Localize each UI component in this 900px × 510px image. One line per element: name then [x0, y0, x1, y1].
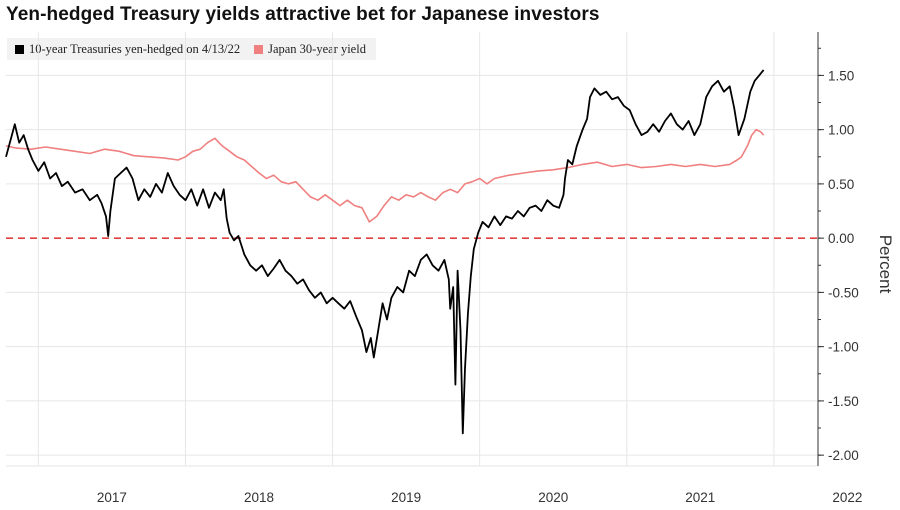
y-tick-label: -1.50	[828, 394, 859, 409]
chart-title: Yen-hedged Treasury yields attractive be…	[6, 4, 600, 25]
legend-item-treasuries: 10-year Treasuries yen-hedged on 4/13/22	[15, 42, 240, 57]
legend: 10-year Treasuries yen-hedged on 4/13/22…	[7, 38, 376, 60]
series-line-japan	[5, 128, 765, 223]
x-tick-label: 2022	[832, 490, 862, 505]
y-tick-label: 1.00	[828, 123, 854, 138]
y-tick-label: 0.50	[828, 177, 854, 192]
y-tick-label: -1.00	[828, 340, 859, 355]
x-axis-labels: 2017 2018 2019 2020 2021 2022	[97, 490, 863, 505]
x-tick-label: 2019	[391, 490, 421, 505]
y-tick-label: -2.00	[828, 448, 859, 463]
legend-swatch-japan	[254, 44, 264, 54]
legend-item-japan: Japan 30-year yield	[254, 42, 366, 57]
x-tick-label: 2020	[538, 490, 568, 505]
y-tick-label: 0.00	[828, 231, 854, 246]
legend-label-japan: Japan 30-year yield	[268, 41, 366, 56]
x-tick-label: 2021	[685, 490, 715, 505]
x-tick-label: 2018	[244, 490, 274, 505]
y-axis-title: Percent	[876, 235, 895, 294]
y-tick-label: -0.50	[828, 285, 859, 300]
x-tick-label: 2017	[97, 490, 127, 505]
y-tick-label: 1.50	[828, 68, 854, 83]
grid	[6, 32, 818, 467]
series-group	[5, 69, 765, 435]
legend-swatch-treasuries	[15, 44, 24, 54]
y-axis: 1.50 1.00 0.50 0.00 -0.50 -1.00 -1.50 -2.00	[817, 32, 859, 466]
series-line-treasuries	[5, 69, 765, 435]
legend-label-treasuries: 10-year Treasuries yen-hedged on 4/13/22	[29, 41, 241, 56]
